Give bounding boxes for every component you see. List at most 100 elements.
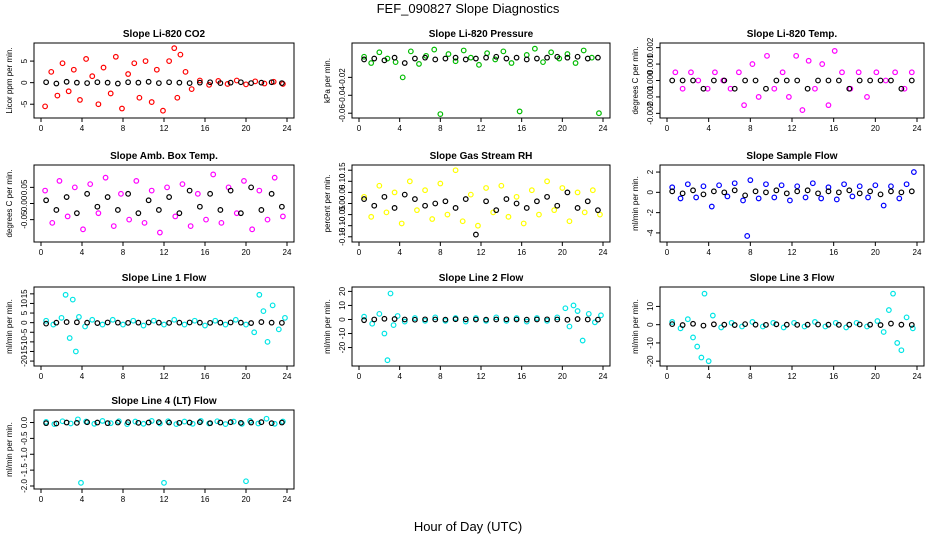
x-tick-label: 4 bbox=[397, 124, 402, 133]
data-point bbox=[841, 181, 847, 188]
hourly-mean-point bbox=[493, 53, 500, 60]
x-tick-label: 20 bbox=[558, 124, 567, 133]
data-point bbox=[182, 68, 189, 75]
hourly-mean-point bbox=[412, 316, 418, 323]
data-point bbox=[194, 190, 201, 197]
hourly-mean-point bbox=[825, 321, 832, 328]
data-point bbox=[508, 60, 515, 66]
data-point bbox=[271, 174, 278, 181]
hourly-mean-point bbox=[534, 316, 540, 323]
hourly-mean-point bbox=[721, 77, 728, 84]
hourly-mean-point bbox=[442, 55, 449, 62]
hourly-mean-point bbox=[773, 77, 780, 84]
hourly-mean-point bbox=[125, 419, 132, 426]
y-tick-label: -20 bbox=[646, 355, 655, 367]
x-tick-label: 20 bbox=[242, 372, 251, 381]
hourly-mean-point bbox=[361, 196, 367, 202]
data-point bbox=[95, 210, 102, 217]
x-tick-label: 20 bbox=[242, 495, 251, 504]
hourly-mean-point bbox=[523, 205, 530, 211]
hourly-mean-point bbox=[700, 85, 707, 92]
data-point bbox=[574, 308, 581, 314]
hourly-mean-point bbox=[114, 80, 121, 87]
hourly-mean-point bbox=[473, 55, 479, 62]
y-tick-label: -2.0 bbox=[20, 479, 29, 493]
hourly-mean-point bbox=[523, 316, 530, 323]
hourly-mean-point bbox=[53, 319, 60, 326]
hourly-mean-point bbox=[237, 79, 244, 86]
hourly-mean-point bbox=[898, 189, 905, 196]
plot-frame bbox=[659, 286, 925, 367]
data-point bbox=[131, 60, 138, 67]
data-point bbox=[520, 220, 527, 227]
y-axis-label: degrees C per min. bbox=[5, 169, 14, 237]
x-tick-label: 8 bbox=[121, 495, 126, 504]
hourly-mean-point bbox=[483, 54, 489, 61]
x-tick-label: 4 bbox=[706, 248, 711, 257]
x-tick-label: 0 bbox=[39, 372, 44, 381]
hourly-mean-point bbox=[258, 319, 265, 325]
data-point bbox=[280, 213, 286, 220]
x-tick-label: 24 bbox=[599, 372, 608, 381]
hourly-mean-point bbox=[166, 419, 173, 426]
hourly-mean-point bbox=[731, 322, 738, 328]
data-point bbox=[812, 85, 818, 92]
data-point bbox=[387, 290, 394, 297]
data-point bbox=[260, 308, 267, 315]
hourly-mean-point bbox=[73, 419, 80, 426]
chart-panel: Slope Li-820 CO2 0 4 8 12 16 20 24 -5 0 5 Licor ppm… bbox=[5, 29, 295, 133]
data-point bbox=[414, 207, 420, 214]
data-point bbox=[368, 60, 375, 66]
hourly-mean-point bbox=[84, 190, 91, 197]
data-point bbox=[882, 77, 889, 84]
data-point bbox=[598, 312, 604, 319]
hourly-mean-point bbox=[752, 188, 759, 195]
hourly-mean-point bbox=[835, 77, 842, 84]
data-point bbox=[475, 222, 481, 229]
y-tick-label: -5 bbox=[20, 328, 29, 336]
x-tick-label: 0 bbox=[39, 495, 44, 504]
hourly-mean-point bbox=[43, 320, 50, 327]
data-point bbox=[498, 182, 505, 189]
data-point bbox=[794, 183, 801, 190]
x-tick-label: 16 bbox=[201, 372, 210, 381]
x-tick-label: 8 bbox=[121, 372, 126, 381]
data-point bbox=[516, 108, 523, 115]
data-point bbox=[802, 194, 809, 201]
hourly-mean-point bbox=[53, 80, 60, 87]
x-tick-label: 12 bbox=[477, 372, 486, 381]
hourly-mean-point bbox=[584, 316, 591, 323]
data-point bbox=[99, 418, 106, 424]
data-point bbox=[672, 69, 679, 76]
data-point bbox=[684, 316, 691, 323]
x-tick-label: 16 bbox=[829, 248, 838, 257]
hourly-mean-point bbox=[207, 319, 214, 326]
hourly-mean-point bbox=[752, 77, 759, 84]
y-tick-label: -0.06 bbox=[338, 104, 347, 123]
data-point bbox=[383, 209, 390, 216]
data-point bbox=[280, 418, 286, 425]
data-point bbox=[255, 420, 262, 427]
hourly-mean-point bbox=[401, 191, 408, 198]
data-point bbox=[574, 189, 581, 196]
data-point bbox=[422, 187, 428, 194]
hourly-mean-point bbox=[258, 79, 265, 86]
data-point bbox=[187, 223, 194, 229]
data-point bbox=[232, 316, 239, 323]
data-point bbox=[140, 420, 147, 427]
hourly-mean-point bbox=[207, 79, 214, 86]
data-point bbox=[669, 319, 676, 325]
x-tick-label: 4 bbox=[80, 248, 85, 257]
y-tick-label: -0.04 bbox=[338, 86, 347, 105]
data-point bbox=[119, 105, 125, 112]
x-tick-label: 20 bbox=[242, 248, 251, 257]
data-point bbox=[874, 318, 881, 324]
data-point bbox=[56, 178, 63, 184]
hourly-mean-point bbox=[371, 55, 378, 62]
data-point bbox=[100, 64, 107, 71]
panel-title: Slope Li-820 Pressure bbox=[429, 29, 534, 40]
hourly-mean-point bbox=[523, 56, 530, 63]
data-point bbox=[890, 290, 896, 297]
hourly-mean-point bbox=[763, 321, 769, 328]
